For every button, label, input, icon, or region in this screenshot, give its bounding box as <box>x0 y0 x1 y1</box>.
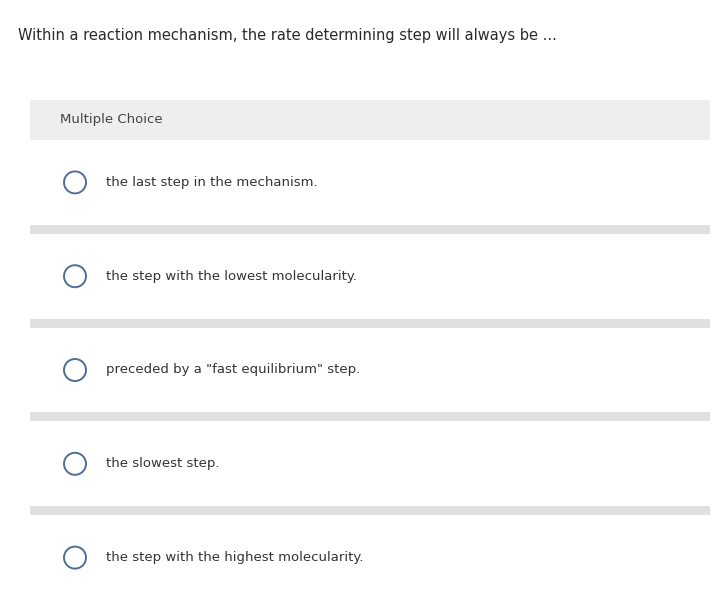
Text: preceded by a "fast equilibrium" step.: preceded by a "fast equilibrium" step. <box>106 364 360 377</box>
Circle shape <box>64 453 86 475</box>
Circle shape <box>64 265 86 287</box>
Text: the step with the lowest molecularity.: the step with the lowest molecularity. <box>106 270 357 283</box>
Text: the last step in the mechanism.: the last step in the mechanism. <box>106 176 318 189</box>
FancyBboxPatch shape <box>30 421 710 506</box>
Text: the step with the highest molecularity.: the step with the highest molecularity. <box>106 551 364 564</box>
Text: Within a reaction mechanism, the rate determining step will always be ...: Within a reaction mechanism, the rate de… <box>18 28 557 43</box>
FancyBboxPatch shape <box>30 515 710 600</box>
FancyBboxPatch shape <box>30 328 710 412</box>
Text: the slowest step.: the slowest step. <box>106 457 220 470</box>
FancyBboxPatch shape <box>30 140 710 600</box>
Circle shape <box>64 172 86 193</box>
Circle shape <box>64 547 86 569</box>
FancyBboxPatch shape <box>30 234 710 319</box>
FancyBboxPatch shape <box>30 140 710 225</box>
Circle shape <box>64 359 86 381</box>
FancyBboxPatch shape <box>30 100 710 140</box>
Text: Multiple Choice: Multiple Choice <box>60 113 163 127</box>
